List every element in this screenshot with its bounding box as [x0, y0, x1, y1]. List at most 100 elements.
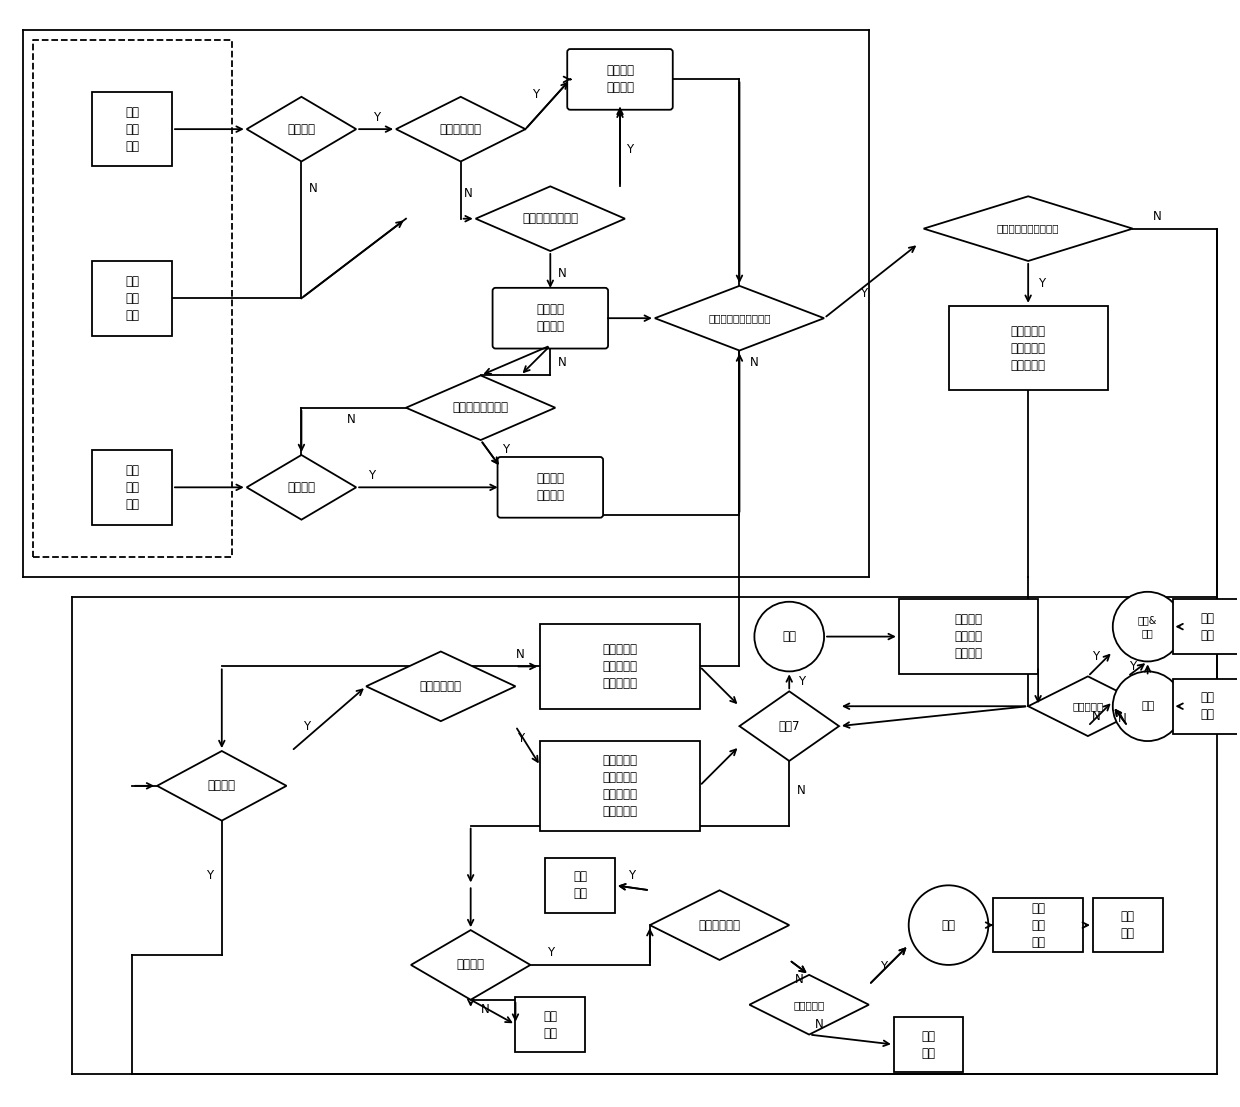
Text: 过载: 过载	[1141, 701, 1154, 711]
Text: N: N	[464, 187, 472, 200]
Text: 影响
分析: 影响 分析	[921, 1030, 936, 1059]
Polygon shape	[1028, 676, 1148, 736]
FancyBboxPatch shape	[993, 898, 1083, 952]
Text: N: N	[797, 784, 806, 797]
Text: N: N	[309, 183, 317, 195]
Text: 时间压力: 时间压力	[208, 779, 236, 793]
Text: N: N	[558, 267, 567, 280]
Text: 应对异常
所需信息: 应对异常 所需信息	[606, 64, 634, 94]
FancyBboxPatch shape	[492, 288, 608, 349]
Text: N: N	[1091, 710, 1100, 723]
FancyBboxPatch shape	[541, 741, 699, 830]
Text: 报警
信息
状态: 报警 信息 状态	[125, 464, 139, 510]
Text: 输出任务
优先序及
忽略信息: 输出任务 优先序及 忽略信息	[955, 613, 982, 660]
FancyBboxPatch shape	[1173, 679, 1240, 734]
Circle shape	[1112, 672, 1183, 741]
Polygon shape	[405, 375, 556, 441]
Text: Y: Y	[629, 869, 636, 882]
Text: N: N	[481, 1003, 490, 1016]
Polygon shape	[396, 96, 526, 162]
Text: 正常任务
所需信息: 正常任务 所需信息	[537, 303, 564, 333]
Text: 可以感知: 可以感知	[288, 480, 315, 494]
Text: Y: Y	[372, 111, 379, 124]
FancyBboxPatch shape	[894, 1017, 963, 1072]
Text: Y: Y	[532, 87, 539, 101]
Text: Y: Y	[1092, 650, 1100, 663]
Text: 只有正常任务所需信息: 只有正常任务所需信息	[708, 313, 771, 323]
Text: Y: Y	[502, 443, 510, 456]
Text: N: N	[516, 648, 525, 661]
FancyBboxPatch shape	[541, 624, 699, 708]
Text: 混着匹配库: 混着匹配库	[1073, 701, 1104, 711]
Text: 信息缺失: 信息缺失	[456, 959, 485, 972]
Circle shape	[909, 886, 988, 965]
Polygon shape	[476, 186, 625, 251]
Text: 大于7: 大于7	[779, 720, 800, 733]
Polygon shape	[247, 96, 356, 162]
Text: 发生异常: 发生异常	[288, 123, 315, 136]
Circle shape	[754, 602, 825, 672]
Text: 其他途径获得: 其他途径获得	[698, 919, 740, 932]
Text: 正常任务与
异常应对进
行过载判断: 正常任务与 异常应对进 行过载判断	[603, 643, 637, 690]
Text: Y: Y	[517, 732, 525, 745]
FancyBboxPatch shape	[1173, 599, 1240, 654]
FancyBboxPatch shape	[92, 92, 172, 166]
FancyBboxPatch shape	[949, 306, 1107, 391]
Text: 影响
分析: 影响 分析	[573, 870, 588, 900]
Text: 存在临时任务: 存在临时任务	[420, 680, 461, 693]
Text: Y: Y	[1038, 277, 1044, 290]
Text: Y: Y	[797, 675, 805, 687]
Text: 影响
分析: 影响 分析	[1200, 691, 1214, 722]
Text: Y: Y	[303, 720, 310, 733]
Text: Y: Y	[206, 869, 213, 882]
Text: N: N	[1153, 210, 1162, 224]
Text: Y: Y	[367, 469, 374, 482]
Text: 混着: 混着	[941, 919, 956, 932]
Text: Y: Y	[861, 287, 868, 300]
FancyBboxPatch shape	[899, 599, 1038, 674]
Polygon shape	[924, 196, 1132, 261]
Text: N: N	[815, 1018, 823, 1031]
Text: 混着&
过载: 混着& 过载	[1138, 615, 1157, 638]
Polygon shape	[650, 890, 789, 960]
FancyBboxPatch shape	[567, 49, 673, 110]
FancyBboxPatch shape	[516, 997, 585, 1052]
FancyBboxPatch shape	[546, 858, 615, 912]
Text: 正常任务与
临时任务进
行过载判断: 正常任务与 临时任务进 行过载判断	[1011, 324, 1045, 372]
Text: 其他途径发现异常: 其他途径发现异常	[453, 401, 508, 414]
Polygon shape	[247, 455, 356, 519]
Text: 影响
分析: 影响 分析	[1121, 910, 1135, 940]
Text: 应对异常
所需信息: 应对异常 所需信息	[537, 473, 564, 503]
Text: 影响
分析: 影响 分析	[543, 1010, 557, 1039]
FancyBboxPatch shape	[92, 451, 172, 525]
Text: 正常任务，
异常应对和
临时任务进
行过载判断: 正常任务， 异常应对和 临时任务进 行过载判断	[603, 754, 637, 818]
Polygon shape	[749, 975, 869, 1035]
Polygon shape	[739, 691, 839, 761]
Text: 过载: 过载	[782, 630, 796, 643]
Polygon shape	[366, 652, 516, 721]
Text: 其他途径发现异常: 其他途径发现异常	[522, 213, 578, 225]
Text: N: N	[347, 413, 356, 426]
Text: Y: Y	[547, 946, 554, 960]
FancyBboxPatch shape	[1092, 898, 1163, 952]
Text: Y: Y	[880, 961, 888, 973]
Circle shape	[1112, 592, 1183, 662]
Text: N: N	[558, 356, 567, 370]
Polygon shape	[655, 286, 825, 351]
Text: 任务
信息
状态: 任务 信息 状态	[125, 105, 139, 153]
Polygon shape	[157, 751, 286, 820]
Polygon shape	[410, 930, 531, 1000]
Text: Y: Y	[1130, 660, 1136, 673]
Text: N: N	[750, 356, 759, 370]
Text: Y: Y	[626, 143, 634, 156]
Text: N: N	[1118, 712, 1127, 725]
Text: 输出
混着
对象: 输出 混着 对象	[1032, 901, 1045, 949]
Text: 影响
分析: 影响 分析	[1200, 612, 1214, 642]
Text: 混着匹配库: 混着匹配库	[794, 1000, 825, 1010]
Text: 时间压力且有突发任务: 时间压力且有突发任务	[997, 224, 1059, 234]
FancyBboxPatch shape	[497, 457, 603, 518]
FancyBboxPatch shape	[92, 261, 172, 335]
Text: N: N	[795, 973, 804, 986]
Text: 其他
信息
状态: 其他 信息 状态	[125, 275, 139, 322]
Text: 感知异常状态: 感知异常状态	[440, 123, 481, 136]
